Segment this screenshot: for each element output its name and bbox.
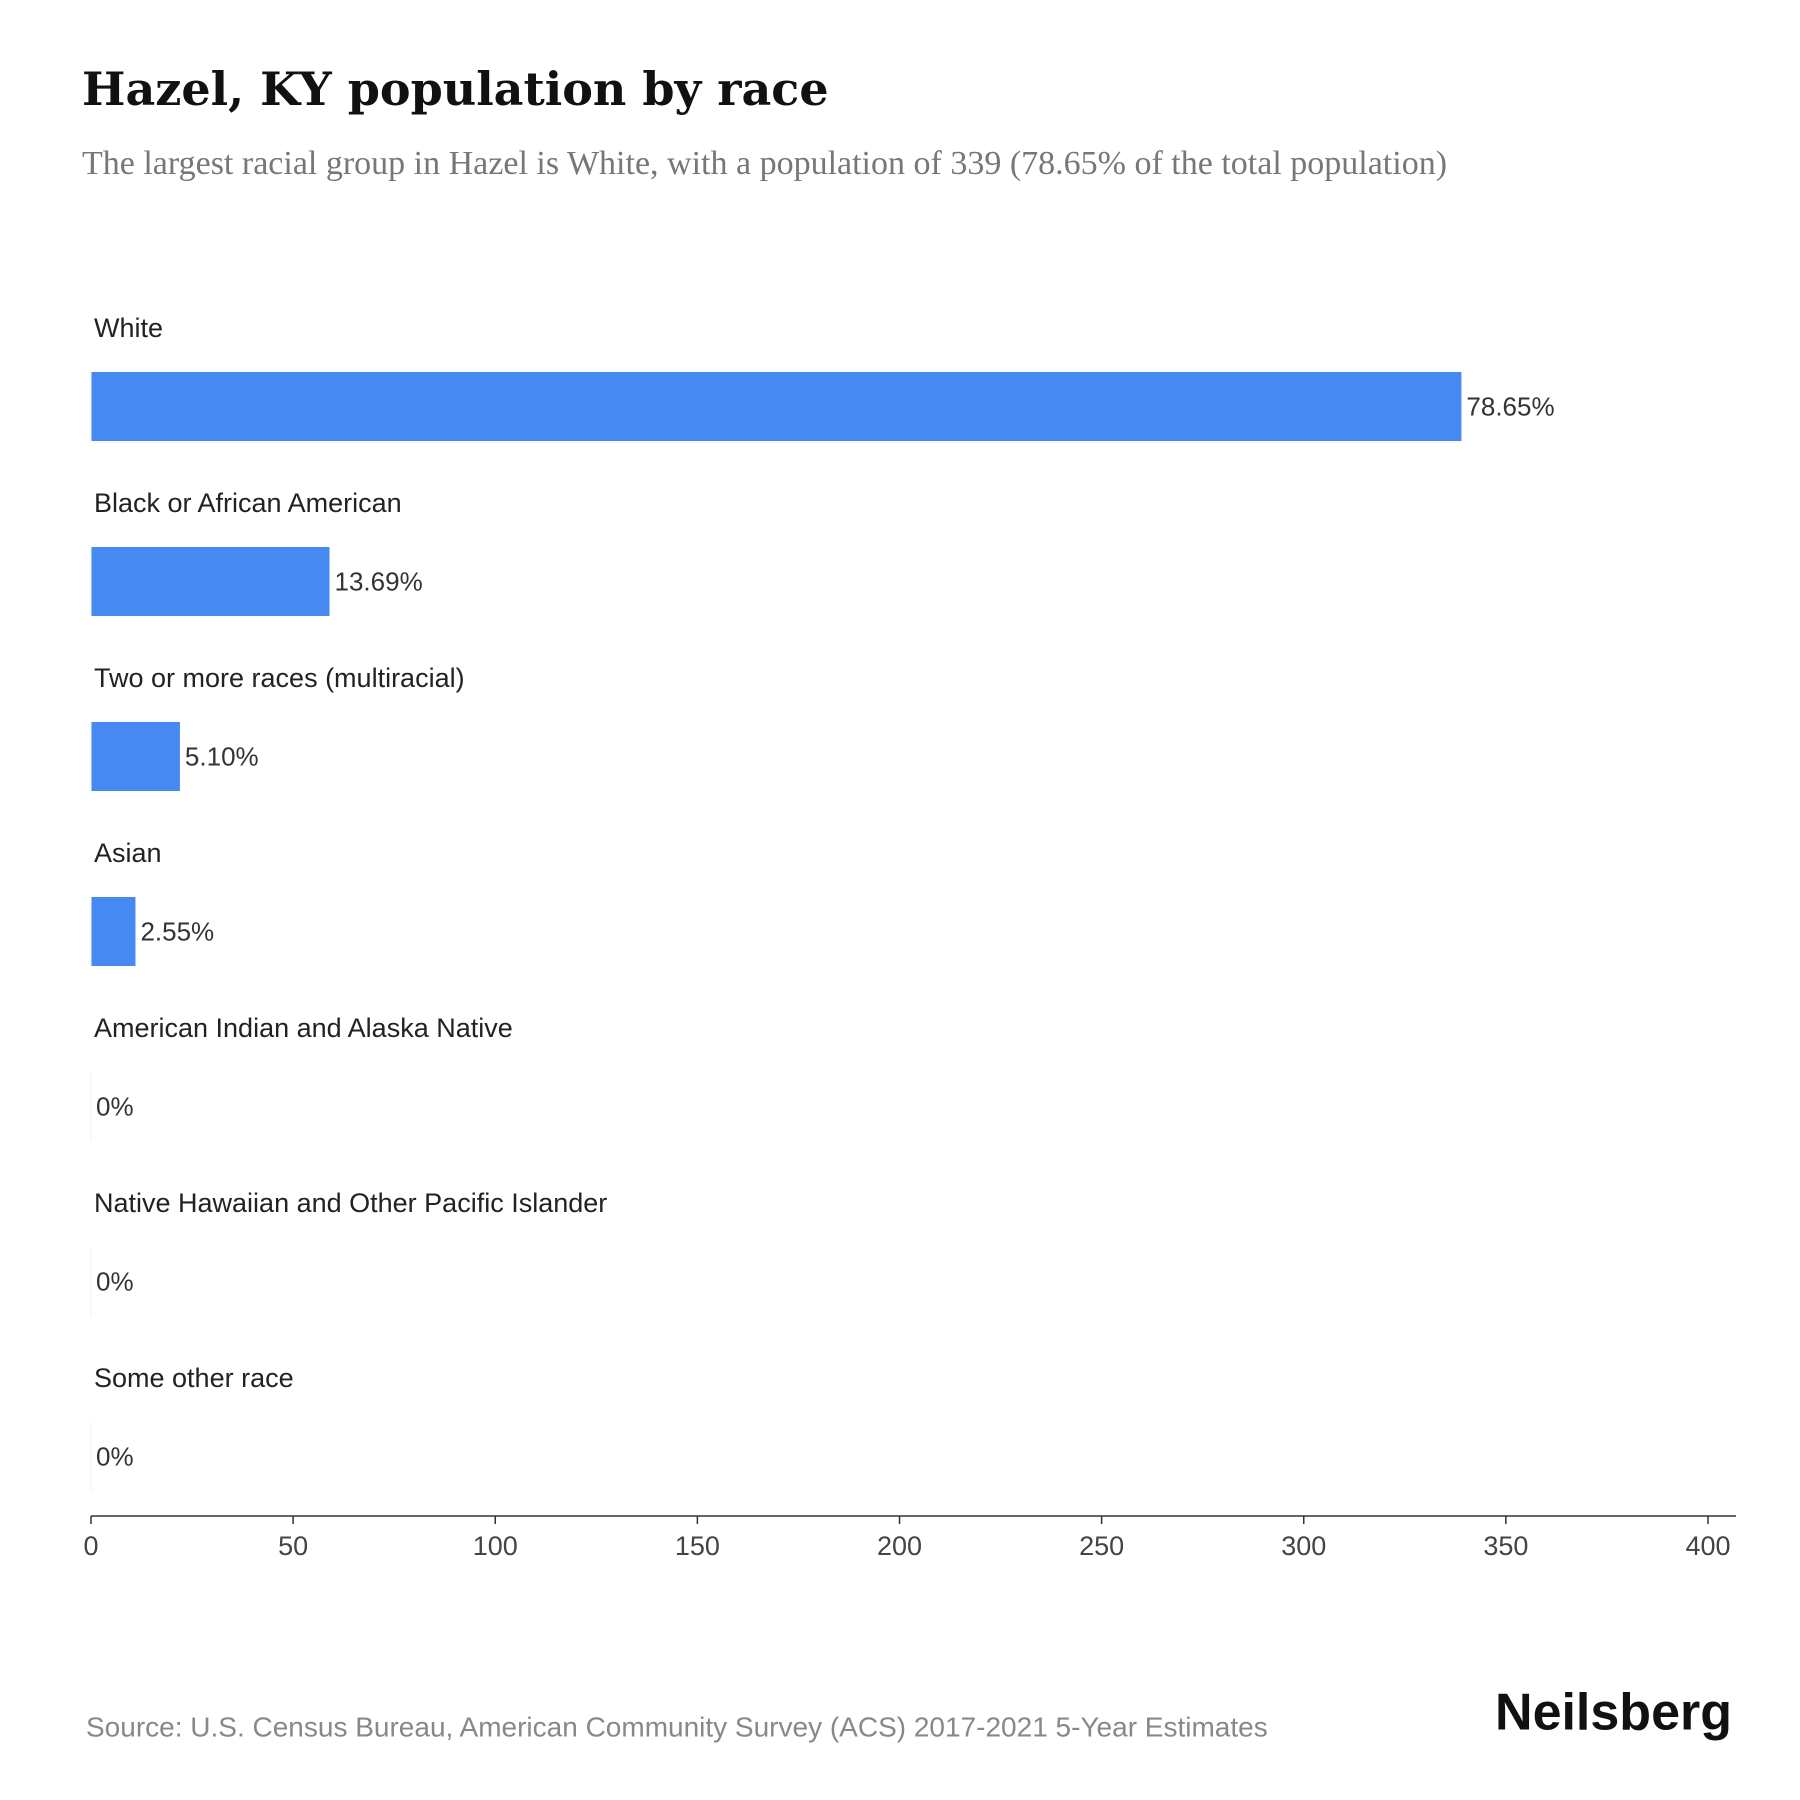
value-label: 2.55% [140, 916, 214, 946]
value-label: 13.69% [335, 566, 423, 596]
value-label: 0% [96, 1441, 134, 1471]
source: Source: U.S. Census Bureau, American Com… [86, 1711, 1268, 1742]
x-tick-label: 250 [1079, 1531, 1124, 1561]
x-tick-label: 50 [278, 1531, 308, 1561]
category-label: Two or more races (multiracial) [94, 663, 465, 693]
chart-subtitle: The largest racial group in Hazel is Whi… [82, 145, 1448, 182]
value-label: 78.65% [1466, 391, 1554, 421]
bar [91, 897, 136, 966]
bar [91, 722, 180, 791]
value-label: 0% [96, 1091, 134, 1121]
chart-title: Hazel, KY population by race [82, 62, 829, 116]
x-tick-label: 200 [877, 1531, 922, 1561]
bar [91, 547, 330, 616]
x-tick-label: 300 [1281, 1531, 1326, 1561]
x-tick-label: 350 [1483, 1531, 1528, 1561]
category-label: White [94, 313, 163, 343]
value-label: 0% [96, 1266, 134, 1296]
category-label: Black or African American [94, 488, 402, 518]
x-tick-label: 100 [473, 1531, 518, 1561]
category-label: American Indian and Alaska Native [94, 1013, 513, 1043]
category-label: Native Hawaiian and Other Pacific Island… [94, 1188, 607, 1218]
bar [91, 372, 1462, 441]
x-tick-label: 0 [83, 1531, 98, 1561]
x-tick-label: 150 [675, 1531, 720, 1561]
category-label: Asian [94, 838, 162, 868]
x-tick-label: 400 [1685, 1531, 1730, 1561]
category-label: Some other race [94, 1363, 294, 1393]
value-label: 5.10% [185, 741, 259, 771]
brand: Neilsberg [1495, 1684, 1732, 1742]
